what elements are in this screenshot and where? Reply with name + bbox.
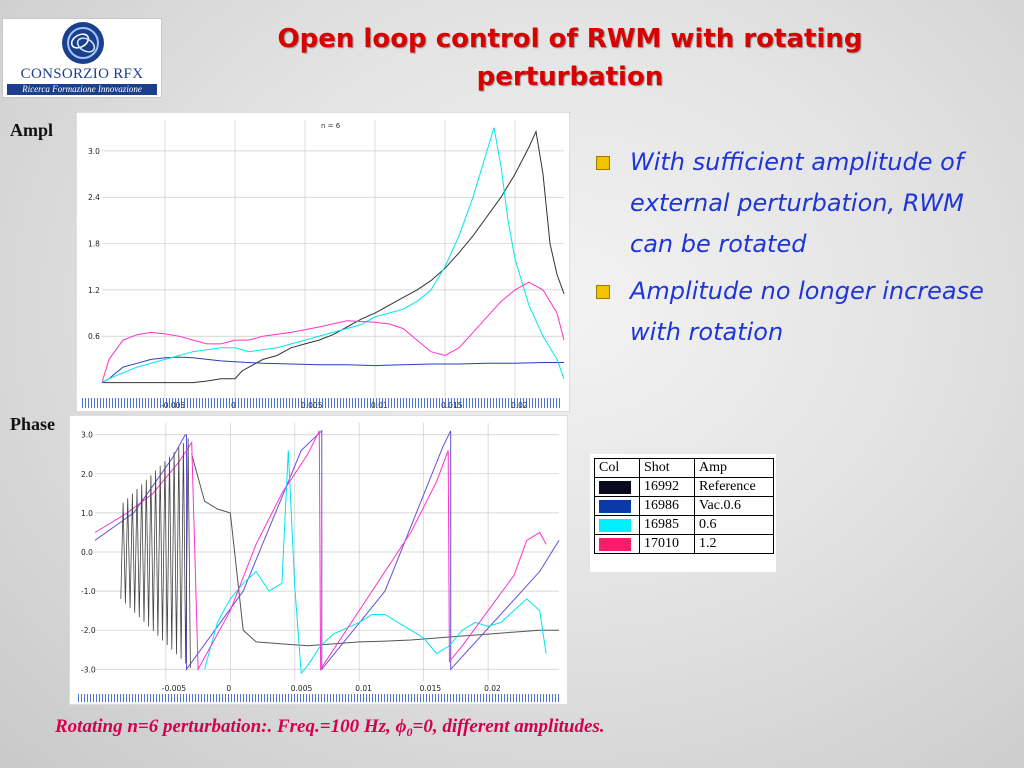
bullet-text: Amplitude no longer increase with rotati… [630,277,984,346]
slide-title-line-1: Open loop control of RWM with rotating [277,24,863,54]
legend-amp: 1.2 [694,534,774,554]
legend-swatch [599,499,631,513]
square-bullet-icon [596,156,610,170]
y-tick-label: 1.2 [88,286,100,295]
phase-grid [95,423,559,681]
y-tick-label: -2.0 [81,626,96,635]
x-tick-label: 0 [226,684,231,693]
amplitude-series [101,127,565,384]
bullet-item: Amplitude no longer increase with rotati… [590,271,1000,353]
y-tick-label: 0.0 [81,548,93,557]
legend-amp: Reference [694,477,774,497]
logo-tagline: Ricerca Formazione Innovazione [7,84,157,95]
legend-header-amp: Amp [694,458,774,478]
phi-symbol: ϕ [395,716,407,737]
series-line [101,356,564,384]
y-tick-label: 0.6 [88,332,100,341]
legend-swatch [599,537,631,551]
series-line [94,429,560,671]
bullet-text: With sufficient amplitude of external pe… [630,148,964,258]
square-bullet-icon [596,285,610,299]
legend-table: Col Shot Amp 16992 Reference 16986 Vac.0… [594,458,774,554]
x-tick-label: 0.02 [484,684,501,693]
y-tick-label: -3.0 [81,665,96,674]
x-tick-label: -0.005 [162,684,186,693]
n6-annotation: n = 6 [321,122,341,130]
legend-amp: Vac.0.6 [694,496,774,516]
legend-shot: 16986 [639,496,695,516]
phase-axis-label: Phase [10,414,55,434]
legend-shot: 16985 [639,515,695,535]
y-tick-label: 2.4 [88,193,100,202]
x-tick-label: 0.015 [420,684,442,693]
y-tick-label: 3.0 [81,431,93,440]
x-tick-label: 0.01 [355,684,372,693]
bullet-item: With sufficient amplitude of external pe… [590,142,1000,265]
x-tick-label: 0.005 [291,684,313,693]
phase-series [94,429,560,675]
caption-text-end: =0, different amplitudes. [412,716,605,737]
series-line [101,127,565,384]
legend-swatch [599,518,631,532]
series-line [191,454,559,647]
legend-header-row: Col Shot Amp [594,458,774,478]
amplitude-chart: -0.00500.0050.010.0150.023.02.41.81.20.6… [76,112,570,412]
legend-header-col: Col [594,458,640,478]
y-tick-label: 2.0 [81,470,93,479]
slide-title: Open loop control of RWM with rotating p… [200,20,940,96]
y-tick-label: 1.8 [88,240,100,249]
legend-shot: 17010 [639,534,695,554]
y-tick-label: 1.0 [81,509,93,518]
logo-name: CONSORZIO RFX [20,66,144,82]
legend-box: Col Shot Amp 16992 Reference 16986 Vac.0… [590,454,776,572]
series-line [101,281,565,383]
consorzio-rfx-logo: CONSORZIO RFX Ricerca Formazione Innovaz… [2,18,162,98]
legend-row: 16986 Vac.0.6 [594,496,774,516]
legend-row: 16985 0.6 [594,515,774,535]
phase-tick-labels: -0.005 0 0.005 0.01 0.015 0.02 3.0 2.0 1.0 0.0 -1.… [81,431,501,693]
legend-row: 17010 1.2 [594,534,774,554]
figure-caption: Rotating n=6 perturbation:. Freq.=100 Hz… [55,716,955,740]
legend-shot: 16992 [639,477,695,497]
series-line [94,430,547,672]
series-line [120,438,191,669]
phase-chart: -0.005 0 0.005 0.01 0.015 0.02 3.0 2.0 1.0 0.0 -1.… [69,415,568,705]
y-tick-label: 3.0 [88,147,100,156]
legend-row: 16992 Reference [594,477,774,497]
phi-subscript: 0 [406,725,413,739]
series-line [204,450,547,675]
slide-title-line-2: perturbation [476,62,664,92]
y-tick-label: -1.0 [81,587,96,596]
caption-text-start: Rotating n=6 perturbation:. Freq.=100 Hz… [55,716,396,737]
legend-amp: 0.6 [694,515,774,535]
ampl-axis-label: Ampl [10,120,54,140]
bullet-list: With sufficient amplitude of external pe… [590,142,1000,359]
legend-swatch [599,480,631,494]
rfx-emblem-icon [62,22,104,64]
legend-header-shot: Shot [639,458,695,478]
